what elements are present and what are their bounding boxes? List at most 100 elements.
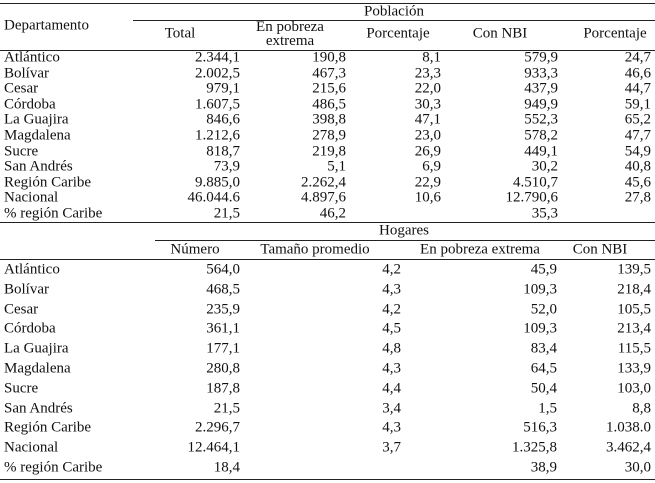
column-header: Número — [170, 241, 220, 258]
cell: 846,6 — [206, 111, 240, 128]
rule — [0, 3, 655, 4]
cell: 467,3 — [312, 65, 346, 82]
cell: 9.885,0 — [195, 174, 240, 191]
cell: 190,8 — [312, 49, 346, 66]
row-label: La Guajira — [4, 111, 69, 128]
row-label: Atlántico — [4, 49, 60, 66]
cell: 2.296,7 — [195, 419, 240, 436]
cell: 18,4 — [213, 459, 240, 476]
cell: 1.325,8 — [512, 439, 557, 456]
cell: 4.897,6 — [301, 189, 346, 206]
cell: 579,9 — [524, 49, 558, 66]
cell: 449,1 — [524, 143, 558, 160]
cell: 979,1 — [206, 80, 240, 97]
row-label: Córdoba — [4, 96, 56, 113]
column-header: Porcentaje — [366, 25, 430, 42]
rule — [133, 20, 655, 21]
cell: 278,9 — [312, 127, 346, 144]
cell: 73,9 — [213, 158, 240, 175]
cell: 578,2 — [524, 127, 558, 144]
row-label: San Andrés — [4, 158, 73, 175]
cell: 46,2 — [319, 205, 346, 222]
cell: 52,0 — [530, 301, 557, 318]
cell: 1.212,6 — [195, 127, 240, 144]
cell: 4,3 — [382, 360, 401, 377]
row-label: Cesar — [4, 301, 39, 318]
cell: 12.790,6 — [505, 189, 559, 206]
cell: 516,3 — [523, 419, 557, 436]
cell: 177,1 — [206, 340, 240, 357]
cell: 187,8 — [206, 380, 240, 397]
rule — [0, 50, 655, 51]
cell: 1,5 — [538, 400, 557, 417]
row-label: Región Caribe — [4, 419, 92, 436]
cell: 139,5 — [617, 261, 651, 278]
cell: 45,9 — [530, 261, 557, 278]
cell: 4,8 — [382, 340, 401, 357]
cell: 361,1 — [206, 320, 240, 337]
cell: 3.462,4 — [606, 439, 651, 456]
cell: 83,4 — [530, 340, 557, 357]
rule — [155, 240, 655, 241]
cell: 4.510,7 — [513, 174, 558, 191]
cell: 2.344,1 — [195, 49, 240, 66]
cell: 115,5 — [617, 340, 651, 357]
cell: 46.044.6 — [187, 189, 241, 206]
cell: 59,1 — [624, 96, 651, 113]
row-label: La Guajira — [4, 340, 69, 357]
row-label: Cesar — [4, 80, 39, 97]
rule — [0, 222, 655, 223]
cell: 5,1 — [327, 158, 346, 175]
cell: 46,6 — [624, 65, 651, 82]
cell: 45,6 — [624, 174, 651, 191]
cell: 280,8 — [206, 360, 240, 377]
cell: 40,8 — [624, 158, 651, 175]
cell: 103,0 — [617, 380, 651, 397]
cell: 949,9 — [524, 96, 558, 113]
row-label: Bolívar — [4, 281, 49, 298]
column-header: Con NBI — [472, 25, 528, 42]
cell: 2.262,4 — [301, 174, 346, 191]
cell: 437,9 — [524, 80, 558, 97]
row-label: San Andrés — [4, 400, 73, 417]
row-label: Magdalena — [4, 127, 71, 144]
row-label: Magdalena — [4, 360, 71, 377]
cell: 65,2 — [624, 111, 651, 128]
cell: 38,9 — [530, 459, 557, 476]
cell: 564,0 — [206, 261, 240, 278]
cell: 23,3 — [414, 65, 441, 82]
column-header: Tamaño promedio — [260, 241, 370, 258]
cell: 218,4 — [617, 281, 651, 298]
cell: 35,3 — [531, 205, 558, 222]
cell: 4,2 — [382, 301, 401, 318]
cell: 213,4 — [617, 320, 651, 337]
column-header: Departamento — [4, 17, 89, 34]
cell: 12.464,1 — [187, 439, 241, 456]
cell: 23,0 — [414, 127, 441, 144]
cell: 47,1 — [414, 111, 441, 128]
cell: 109,3 — [523, 320, 557, 337]
row-label: Atlántico — [4, 261, 60, 278]
cell: 30,2 — [531, 158, 558, 175]
row-label: Sucre — [4, 143, 39, 160]
rule — [0, 479, 655, 480]
column-header: Total — [164, 25, 196, 42]
cell: 44,7 — [624, 80, 651, 97]
cell: 933,3 — [524, 65, 558, 82]
cell: 105,5 — [617, 301, 651, 318]
cell: 47,7 — [624, 127, 651, 144]
cell: 21,5 — [213, 400, 240, 417]
cell: 3,7 — [382, 439, 401, 456]
cell: 30,3 — [414, 96, 441, 113]
cell: 1.607,5 — [195, 96, 240, 113]
section-title: Hogares — [379, 222, 429, 239]
cell: 54,9 — [624, 143, 651, 160]
column-header: Con NBI — [572, 241, 628, 258]
cell: 24,7 — [624, 49, 651, 66]
cell: 8,1 — [422, 49, 441, 66]
cell: 21,5 — [213, 205, 240, 222]
row-label: Bolívar — [4, 65, 49, 82]
column-header: En pobreza extrema — [420, 241, 540, 258]
cell: 8,8 — [632, 400, 651, 417]
